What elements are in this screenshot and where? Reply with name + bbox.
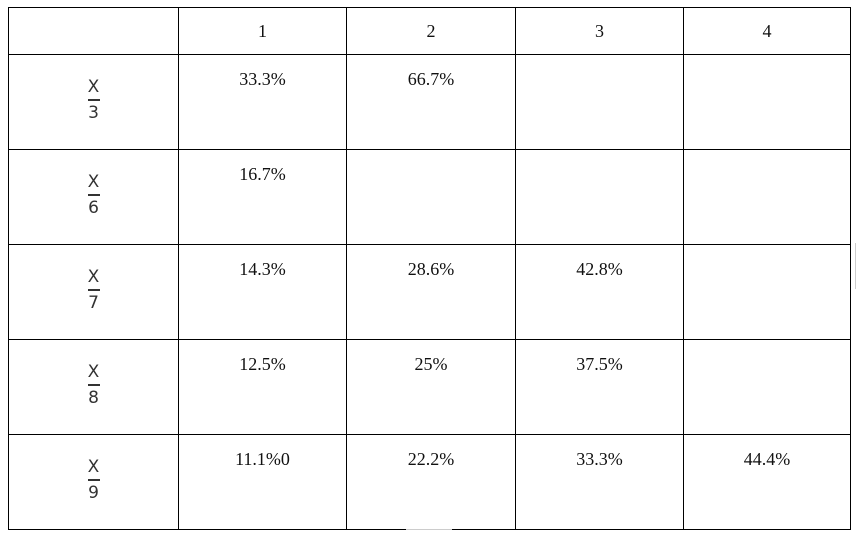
header-cell: 2 xyxy=(346,7,516,55)
fraction-bar xyxy=(87,384,100,386)
table-row: X 9 11.1%0 22.2% 33.3% 44.4% xyxy=(8,434,851,530)
value-cell: 42.8% xyxy=(515,244,684,340)
table-row: X 6 16.7% xyxy=(8,149,851,245)
denominator: 3 xyxy=(88,103,99,123)
denominator: 8 xyxy=(88,388,99,408)
resize-handle xyxy=(855,243,856,289)
value-cell xyxy=(683,339,851,435)
value-cell xyxy=(683,54,851,150)
value-cell: 22.2% xyxy=(346,434,516,530)
value-cell: 28.6% xyxy=(346,244,516,340)
numerator: X xyxy=(87,172,100,192)
fraction-bar xyxy=(87,289,100,291)
numerator: X xyxy=(87,77,100,97)
value-cell xyxy=(683,149,851,245)
header-cell: 4 xyxy=(683,7,851,55)
denominator: 7 xyxy=(88,293,99,313)
table-body: 1 2 3 4 X 3 33.3% 66.7% X 6 16.7% X 7 14.3% 28.6% 42.8%… xyxy=(8,7,851,530)
corner-cell xyxy=(8,7,179,55)
value-cell: 33.3% xyxy=(178,54,347,150)
header-cell: 1 xyxy=(178,7,347,55)
fraction-bar xyxy=(87,99,100,101)
numerator: X xyxy=(87,362,100,382)
value-cell: 12.5% xyxy=(178,339,347,435)
fraction-bar xyxy=(87,479,100,481)
value-cell xyxy=(515,54,684,150)
value-cell: 11.1%0 xyxy=(178,434,347,530)
header-cell: 3 xyxy=(515,7,684,55)
table-row: X 8 12.5% 25% 37.5% xyxy=(8,339,851,435)
value-cell: 14.3% xyxy=(178,244,347,340)
numerator: X xyxy=(87,267,100,287)
data-table: 1 2 3 4 X 3 33.3% 66.7% X 6 16.7% X 7 14.3% 28.6% 42.8%… xyxy=(8,7,851,530)
value-cell: 44.4% xyxy=(683,434,851,530)
value-cell: 33.3% xyxy=(515,434,684,530)
value-cell: 25% xyxy=(346,339,516,435)
numerator: X xyxy=(87,457,100,477)
denominator: 6 xyxy=(88,198,99,218)
value-cell: 37.5% xyxy=(515,339,684,435)
value-cell: 16.7% xyxy=(178,149,347,245)
table-row: X 3 33.3% 66.7% xyxy=(8,54,851,150)
value-cell xyxy=(683,244,851,340)
denominator: 9 xyxy=(88,483,99,503)
value-cell xyxy=(346,149,516,245)
resize-handle xyxy=(406,529,452,530)
fraction-bar xyxy=(87,194,100,196)
value-cell: 66.7% xyxy=(346,54,516,150)
table-row: X 7 14.3% 28.6% 42.8% xyxy=(8,244,851,340)
value-cell xyxy=(515,149,684,245)
